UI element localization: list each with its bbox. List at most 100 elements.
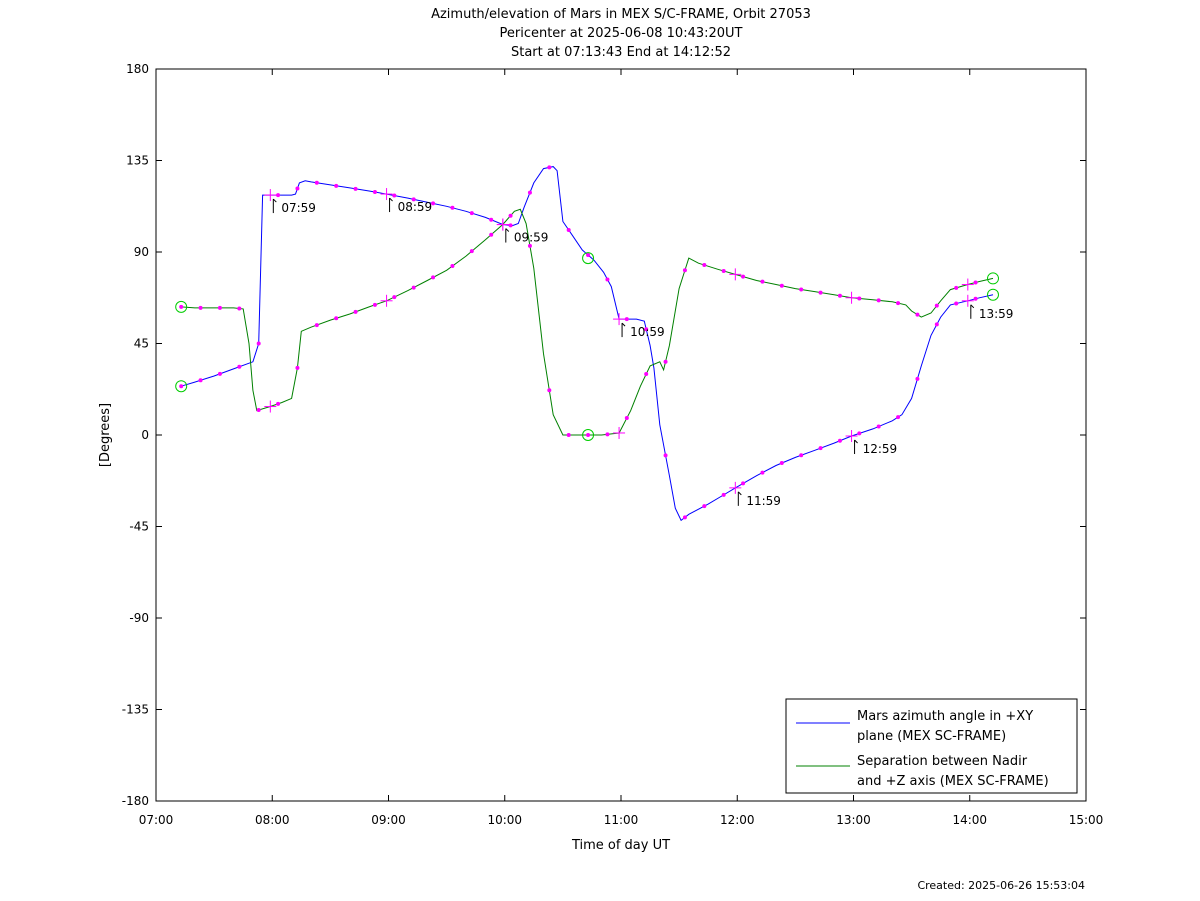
chart-subtitle-pericenter: Pericenter at 2025-06-08 10:43:20UT [499,26,742,41]
hour-annotation-label: 07:59 [281,201,316,215]
y-tick-label: -45 [129,520,149,534]
series-marker-dot [876,298,881,303]
series-marker-dot [353,309,358,314]
series-marker-dot [915,312,920,317]
x-tick-label: 15:00 [1069,813,1104,827]
series-marker-dot [217,371,222,376]
series-marker-dot [954,301,959,306]
hour-annotation-label: 08:59 [398,200,433,214]
series-marker-dot [431,275,436,280]
event-circle-marker [987,288,999,301]
series-marker-dot [450,205,455,210]
series-marker-dot [353,186,358,191]
series-marker-dot [237,364,242,369]
series-marker-dot [314,180,319,185]
series-marker-dot [372,302,377,307]
series-marker-dot [489,217,494,222]
series-marker-dot [741,274,746,279]
series-marker-dot [411,285,416,290]
series-marker-dot [896,301,901,306]
event-circle-marker [175,380,188,393]
y-tick-label: 90 [134,245,149,259]
y-tick-label: 45 [134,337,149,351]
series-marker-dot [760,470,765,475]
annotation-arrow-head [737,491,742,496]
series-marker-dot [702,263,707,268]
y-tick-label: -180 [122,794,149,808]
series-marker-dot [779,283,784,288]
x-tick-label: 12:00 [720,813,755,827]
series-marker-dot [256,341,261,346]
series-line-separation [181,208,994,436]
series-line-azimuth [181,166,994,522]
x-tick-label: 09:00 [371,813,406,827]
series-marker-dot [489,232,494,237]
series-marker-dot [237,306,242,311]
series-marker-dot [527,243,532,248]
series-marker-dot [295,186,300,191]
series-marker-dot [624,416,629,421]
annotation-arrow-head [970,304,975,309]
series-marker-dot [663,359,668,364]
series-marker-dot [372,190,377,195]
x-tick-label: 13:00 [836,813,871,827]
series-marker-dot [392,295,397,300]
legend-label-separation-line1: Separation between Nadir [857,754,1028,769]
series-marker-dot [198,305,203,310]
x-tick-label: 07:00 [139,813,174,827]
series-marker-dot [508,213,513,218]
annotation-arrow-head [505,228,510,232]
series-marker-dot [605,277,610,282]
hour-annotation-label: 13:59 [979,307,1014,321]
legend-label-azimuth-line1: Mars azimuth angle in +XY [857,709,1033,724]
series-marker-dot [818,290,823,295]
series-marker-dot [547,388,552,393]
y-tick-label: -135 [122,703,149,717]
series-marker-dot [818,446,823,451]
series-marker-dot [876,424,881,429]
series-marker-dot [973,280,978,285]
x-tick-label: 10:00 [487,813,522,827]
series-marker-dot [469,211,474,216]
series-marker-dot [682,515,687,520]
series-marker-dot [915,376,920,381]
event-circle-marker [175,300,188,313]
series-marker-dot [934,322,939,327]
series-marker-dot [431,201,436,206]
series-marker-dot [760,279,765,284]
series-marker-dot [934,303,939,308]
x-tick-label: 14:00 [952,813,987,827]
series-marker-dot [314,323,319,328]
series-marker-dot [527,190,532,195]
series-marker-dot [837,438,842,443]
annotation-arrow-head [854,439,858,444]
plot-frame [155,68,1087,802]
series-marker-dot [721,492,726,497]
chart-subtitle-start-end: Start at 07:13:43 End at 14:12:52 [511,45,731,60]
series-marker-dot [392,193,397,198]
y-tick-label: 180 [126,62,149,76]
annotation-arrow-head [621,322,626,327]
y-tick-label: 0 [141,428,149,442]
series-marker-dot [586,433,591,437]
series-marker-dot [799,287,804,292]
series-marker-dot [276,193,281,198]
series-marker-dot [799,453,804,458]
series-marker-dot [644,372,649,376]
x-axis-label: Time of day UT [571,838,670,853]
series-marker-dot [837,293,842,298]
series-marker-dot [973,296,978,301]
series-marker-dot [179,304,184,309]
hour-annotation-label: 11:59 [746,494,781,508]
legend: Mars azimuth angle in +XY plane (MEX SC-… [785,698,1078,794]
series-marker-dot [179,384,184,389]
series-marker-dot [702,504,707,509]
legend-box [785,698,1078,794]
series-marker-dot [896,415,901,420]
series-marker-dot [276,401,281,406]
series-marker-dot [586,253,591,258]
series-marker-dot [450,264,455,269]
series-marker-dot [508,223,513,228]
series-marker-dot [721,268,726,273]
